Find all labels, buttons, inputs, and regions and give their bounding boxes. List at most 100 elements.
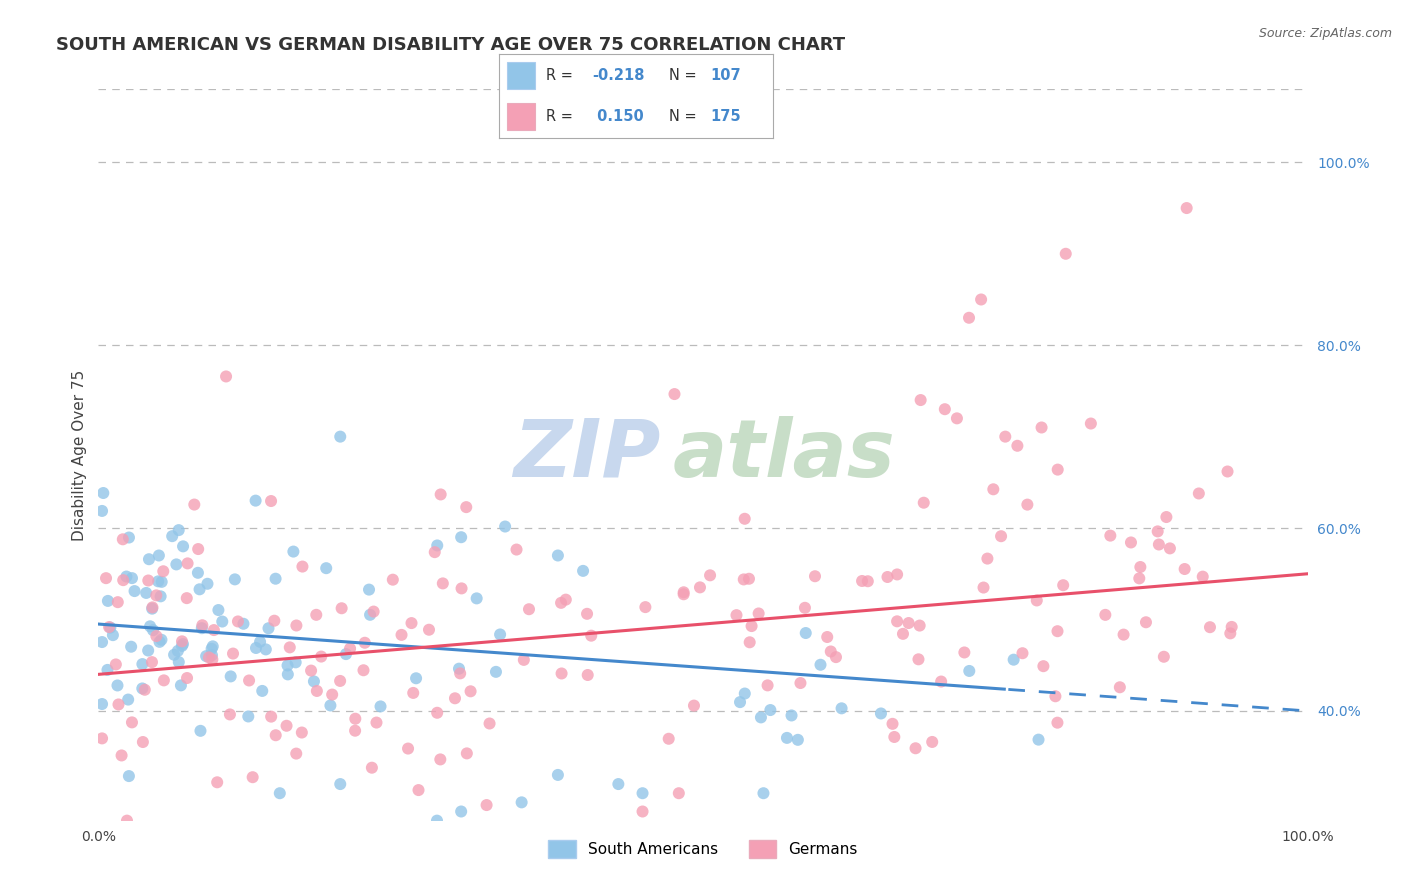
Point — [1191, 569, 1213, 583]
Point — [183, 498, 205, 512]
Point — [321, 688, 343, 702]
Point — [1119, 535, 1142, 549]
Point — [401, 616, 423, 631]
Point — [953, 645, 976, 659]
Point — [1128, 571, 1150, 585]
Point — [190, 723, 212, 738]
Point — [672, 585, 695, 599]
Point — [734, 512, 756, 526]
Point — [198, 650, 221, 665]
Point — [165, 558, 187, 572]
Point — [725, 608, 748, 623]
Point — [699, 568, 721, 582]
Point — [121, 715, 143, 730]
Point — [134, 682, 156, 697]
Point — [1031, 420, 1053, 434]
Point — [1052, 578, 1074, 592]
Point — [994, 430, 1017, 444]
Point — [150, 574, 173, 589]
Point — [990, 529, 1012, 543]
Point — [98, 620, 121, 634]
Point — [759, 703, 782, 717]
Point — [789, 676, 811, 690]
Point — [222, 647, 245, 661]
Point — [1080, 417, 1102, 431]
Point — [167, 655, 190, 669]
Point — [921, 735, 943, 749]
Point — [934, 402, 956, 417]
Point — [1002, 653, 1025, 667]
Point — [460, 684, 482, 698]
Text: Source: ZipAtlas.com: Source: ZipAtlas.com — [1258, 27, 1392, 40]
Point — [1156, 510, 1178, 524]
Point — [741, 619, 763, 633]
Point — [145, 588, 167, 602]
Point — [107, 678, 129, 692]
Point — [135, 586, 157, 600]
Point — [550, 596, 572, 610]
Point — [150, 632, 173, 647]
Point — [572, 564, 595, 578]
Point — [957, 310, 980, 325]
Point — [94, 571, 117, 585]
Point — [456, 500, 478, 515]
Point — [202, 623, 225, 637]
Point — [215, 369, 238, 384]
Point — [883, 730, 905, 744]
Point — [738, 635, 761, 649]
Point — [418, 623, 440, 637]
Point — [91, 697, 114, 711]
Point — [752, 786, 775, 800]
Point — [335, 647, 357, 661]
Point — [353, 636, 375, 650]
Text: ZIP: ZIP — [513, 416, 661, 494]
Point — [353, 663, 375, 677]
Point — [211, 615, 233, 629]
Point — [118, 769, 141, 783]
Point — [366, 715, 388, 730]
Point — [191, 618, 214, 632]
Point — [315, 561, 337, 575]
Point — [219, 707, 242, 722]
Point — [876, 570, 898, 584]
Point — [450, 805, 472, 819]
Point — [242, 770, 264, 784]
Point — [749, 710, 772, 724]
Point — [465, 591, 488, 606]
Point — [381, 573, 404, 587]
Point — [946, 411, 969, 425]
Point — [176, 591, 198, 606]
Point — [370, 699, 392, 714]
Point — [494, 519, 516, 533]
Point — [141, 601, 163, 615]
Point — [748, 607, 770, 621]
Point — [449, 666, 471, 681]
Point — [973, 581, 995, 595]
Text: atlas: atlas — [672, 416, 896, 494]
Point — [408, 783, 430, 797]
Point — [426, 814, 449, 828]
Point — [201, 648, 224, 662]
Point — [118, 531, 141, 545]
Point — [576, 668, 599, 682]
Point — [252, 684, 274, 698]
Point — [1220, 620, 1243, 634]
Point — [264, 728, 287, 742]
Text: N =: N = — [669, 109, 697, 124]
Point — [96, 663, 118, 677]
Point — [1216, 465, 1239, 479]
Point — [160, 529, 183, 543]
Text: 0.150: 0.150 — [592, 109, 644, 124]
Point — [689, 580, 711, 594]
Point — [856, 574, 879, 589]
Point — [776, 731, 799, 745]
Point — [786, 732, 808, 747]
Point — [176, 671, 198, 685]
Point — [91, 635, 114, 649]
Legend: South Americans, Germans: South Americans, Germans — [543, 834, 863, 864]
Point — [907, 652, 929, 666]
Point — [1175, 201, 1198, 215]
Point — [1219, 626, 1241, 640]
Point — [291, 559, 314, 574]
Point — [357, 582, 380, 597]
